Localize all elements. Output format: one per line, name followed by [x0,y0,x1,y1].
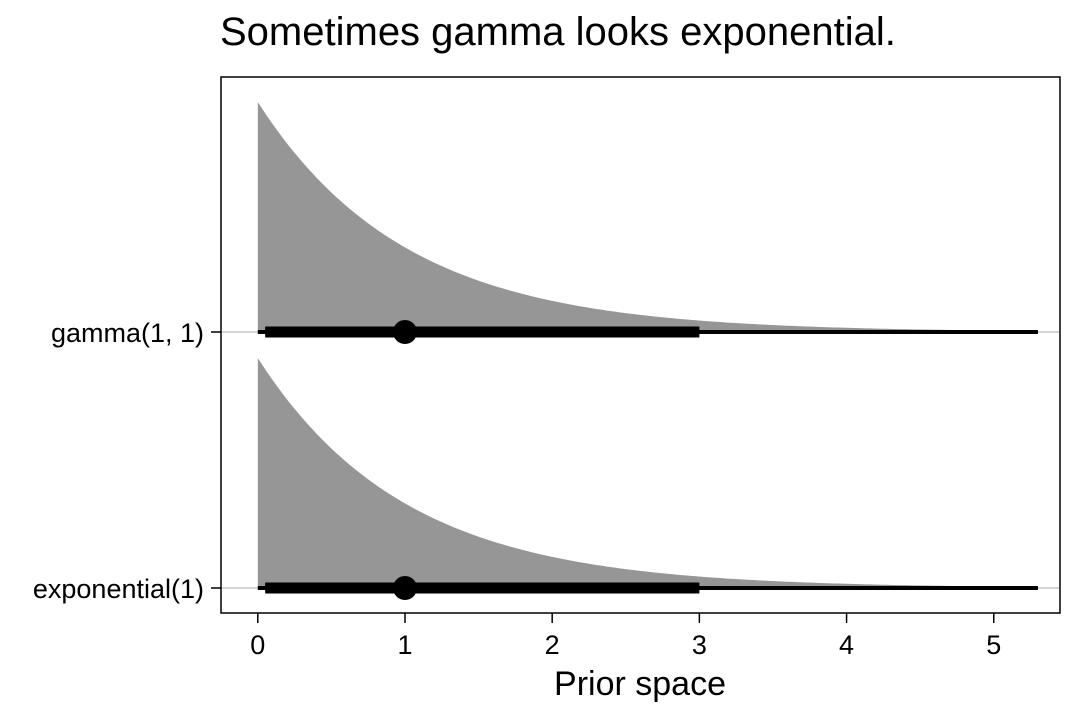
gamma-median-point [392,320,417,344]
plot-frame [220,76,1061,614]
chart-title: Sometimes gamma looks exponential. [220,10,896,54]
exponential-density-area [257,358,1038,588]
x-tick-label-5: 5 [986,630,1001,660]
exponential-median-point [392,576,417,600]
x-tick-label-4: 4 [839,630,854,660]
x-tick-label-2: 2 [545,630,560,660]
x-tick-label-1: 1 [397,630,412,660]
y-axis: gamma(1, 1) exponential(1) [33,318,221,604]
x-axis-title: Prior space [554,665,726,703]
median-points [392,320,417,600]
intervals [257,326,1038,594]
density-areas [257,102,1038,588]
exponential-y-label: exponential(1) [33,574,204,604]
x-tick-label-0: 0 [250,630,265,660]
gamma-y-label: gamma(1, 1) [51,318,204,348]
x-axis: 0 1 2 3 4 5 [250,613,1001,660]
x-tick-label-3: 3 [692,630,707,660]
gamma-density-area [257,102,1038,332]
